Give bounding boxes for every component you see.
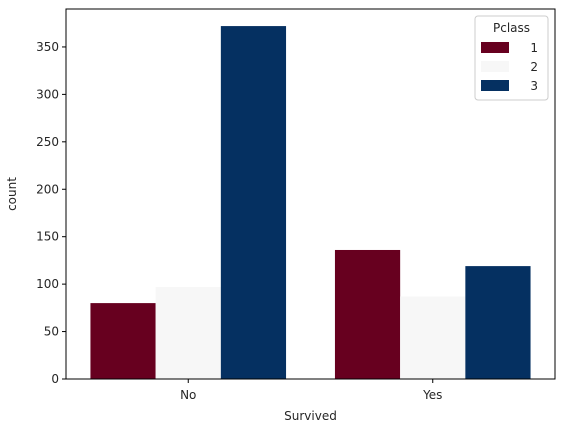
y-tick-label: 350 [36,40,59,54]
plot-frame [65,8,556,380]
legend-swatch-2 [481,61,509,72]
legend-swatch-3 [481,80,509,91]
bar-no-pclass-2 [155,286,221,379]
x-axis-title: Survived [284,409,337,423]
x-tick-label: Yes [422,388,442,402]
y-tick-label: 150 [36,230,59,244]
bar-yes-pclass-1 [334,249,401,379]
y-axis-title: count [5,177,19,211]
bars-group [90,26,531,379]
legend-label-2: 2 [530,60,538,74]
x-tick-label: No [180,388,196,402]
bar-no-pclass-3 [220,26,287,379]
y-tick-label: 50 [44,325,59,339]
y-tick-label: 100 [36,277,59,291]
y-tick-label: 300 [36,87,59,101]
bar-yes-pclass-2 [400,296,466,379]
bar-yes-pclass-3 [465,266,531,379]
y-axis: 0 50 100 150 200 250 300 350 [36,40,66,386]
legend-title: Pclass [493,21,530,35]
x-axis: No Yes [180,379,442,402]
y-tick-label: 250 [36,135,59,149]
legend-swatch-1 [481,42,509,53]
legend-label-1: 1 [530,41,538,55]
y-tick-label: 200 [36,182,59,196]
y-tick-label: 0 [51,372,59,386]
bar-no-pclass-1 [90,303,156,379]
legend-box [474,15,549,101]
legend-label-3: 3 [530,79,538,93]
